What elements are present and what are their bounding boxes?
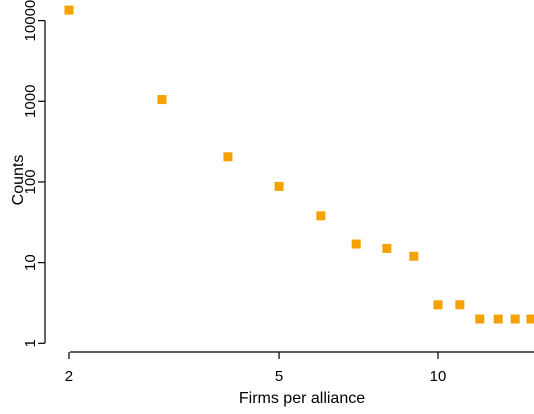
data-point xyxy=(493,314,503,324)
data-point xyxy=(157,95,167,105)
x-axis-title: Firms per alliance xyxy=(239,390,365,407)
x-axis: 2 5 10 xyxy=(65,351,534,385)
data-point xyxy=(274,181,284,191)
data-point xyxy=(433,300,443,310)
data-point xyxy=(510,314,520,324)
x-tick-label: 2 xyxy=(65,368,73,385)
data-point xyxy=(223,152,233,162)
data-point xyxy=(351,239,361,249)
data-point xyxy=(455,300,465,310)
data-point xyxy=(526,314,534,324)
data-point xyxy=(64,5,74,15)
data-point xyxy=(382,243,392,253)
data-point xyxy=(316,211,326,221)
data-points xyxy=(64,5,534,324)
x-tick-label: 5 xyxy=(275,368,283,385)
y-tick-label: 100 xyxy=(22,169,39,194)
y-axis-title: Counts xyxy=(10,155,27,206)
y-tick-label: 10 xyxy=(22,254,39,271)
data-point xyxy=(475,314,485,324)
y-axis: 1 10 100 1000 10000 xyxy=(22,0,46,347)
y-tick-label: 1000 xyxy=(22,85,39,118)
y-tick-label: 1 xyxy=(22,339,39,347)
x-tick-label: 10 xyxy=(430,368,447,385)
data-point xyxy=(409,251,419,261)
y-tick-label: 10000 xyxy=(22,0,39,41)
